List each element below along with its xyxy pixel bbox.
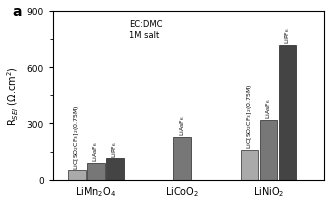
Text: a: a	[12, 5, 21, 19]
Bar	[106, 159, 124, 180]
Bar	[68, 171, 86, 180]
Text: LiAsF$_6$: LiAsF$_6$	[178, 115, 186, 135]
Text: LiAsF$_6$: LiAsF$_6$	[91, 141, 100, 162]
Text: EC:DMC
1M salt: EC:DMC 1M salt	[129, 20, 162, 40]
Bar	[279, 45, 296, 180]
Bar	[174, 137, 191, 180]
Text: LiPF$_6$: LiPF$_6$	[283, 27, 292, 44]
Text: LiPF$_6$: LiPF$_6$	[111, 140, 119, 157]
Text: LiC[SO$_2$CF$_3$]$_2$(0.75M): LiC[SO$_2$CF$_3$]$_2$(0.75M)	[73, 104, 82, 169]
Bar	[87, 163, 105, 180]
Text: LiC[SO$_2$CF$_3$]$_2$(0.75M): LiC[SO$_2$CF$_3$]$_2$(0.75M)	[245, 83, 254, 149]
Bar	[260, 120, 277, 180]
Bar	[241, 150, 258, 180]
Y-axis label: R$_{SEI}$ ($\Omega$.cm$^{2}$): R$_{SEI}$ ($\Omega$.cm$^{2}$)	[6, 66, 21, 126]
Text: LiAsF$_6$: LiAsF$_6$	[264, 98, 273, 119]
